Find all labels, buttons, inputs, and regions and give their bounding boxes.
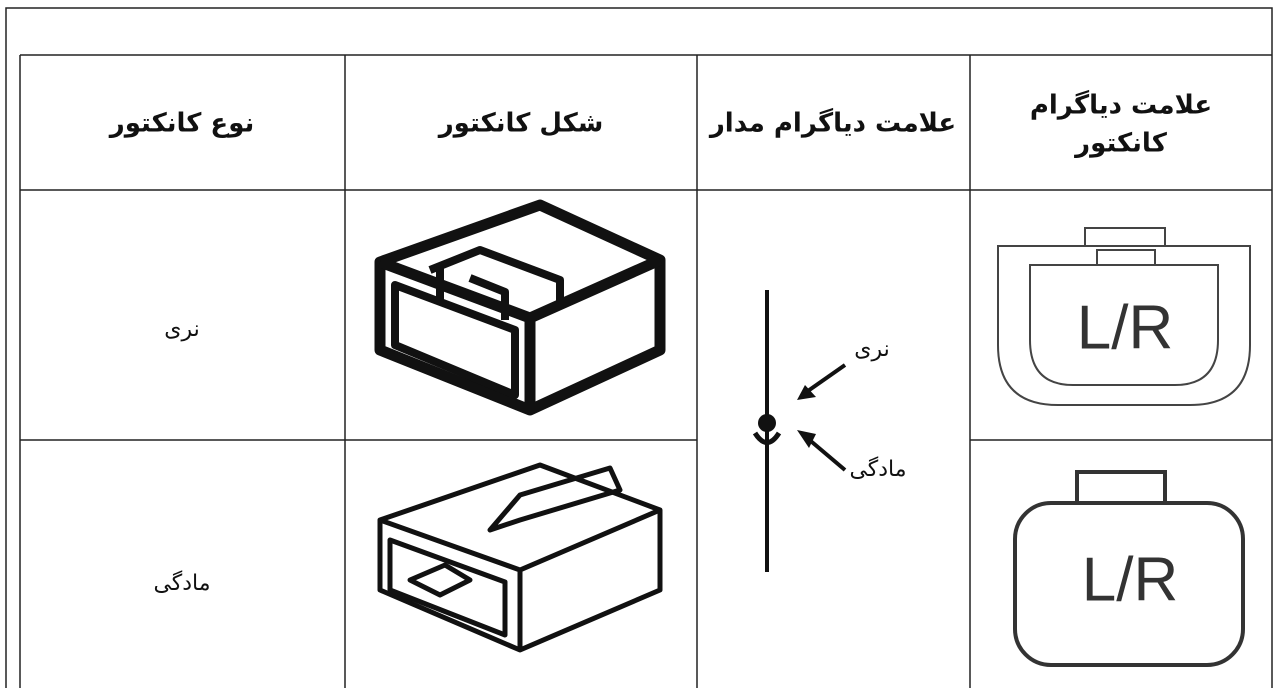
header: شکل کانکتور <box>437 109 604 139</box>
female-connector-drawing <box>377 462 663 653</box>
header: علامت دیاگرام <box>1030 90 1212 121</box>
male-symbol <box>997 227 1251 406</box>
diagram-label: نری <box>854 337 889 362</box>
symbol-label: L/R <box>1077 293 1173 362</box>
male-connector-drawing <box>374 199 666 416</box>
header: نوع کانکتور <box>108 109 255 139</box>
header: کانکتور <box>1073 129 1168 159</box>
diagram-label: مادگی <box>849 456 906 482</box>
circuit-symbol <box>752 290 847 572</box>
symbol-label: L/R <box>1082 545 1178 614</box>
connector-type: مادگی <box>153 570 210 596</box>
header: علامت دیاگرام مدار <box>708 108 956 139</box>
female-symbol <box>1013 470 1245 667</box>
connector-type: نری <box>164 317 199 342</box>
table-frame <box>5 7 1273 688</box>
